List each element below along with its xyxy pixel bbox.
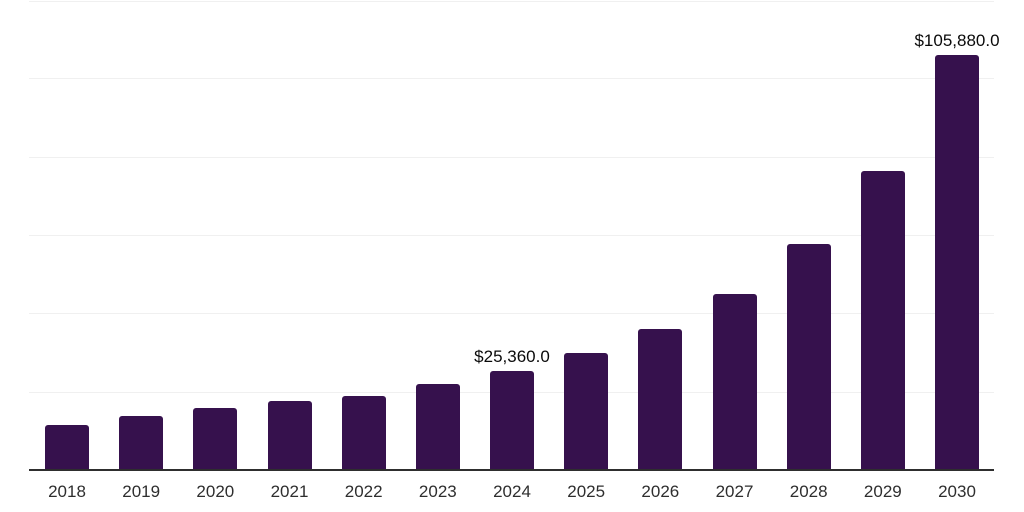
- x-axis-tick-2029: 2029: [863, 482, 902, 501]
- x-axis-line: [29, 469, 994, 471]
- gridline-100000: [29, 78, 994, 79]
- x-axis-tick-2020: 2020: [196, 482, 235, 501]
- bar-2027: [712, 294, 757, 470]
- x-axis-tick-2028: 2028: [789, 482, 828, 501]
- x-axis-tick-2027: 2027: [715, 482, 754, 501]
- bar-2030: [935, 55, 979, 470]
- bar-2021: [267, 401, 312, 470]
- bar-2020: [193, 408, 238, 470]
- x-axis-tick-2023: 2023: [418, 482, 457, 501]
- x-axis-tick-2022: 2022: [344, 482, 383, 501]
- x-axis-tick-2018: 2018: [48, 482, 86, 501]
- bar-2018: [45, 424, 89, 470]
- x-axis-tick-2024: 2024: [493, 482, 531, 501]
- bar-2026: [638, 329, 683, 470]
- value-label-2024: $25,360.0: [474, 346, 550, 366]
- x-axis-tick-2019: 2019: [122, 482, 161, 501]
- value-label-2030: $105,880.0: [914, 31, 1000, 51]
- bar-2025: [564, 352, 609, 470]
- gridline-120000: [29, 1, 994, 2]
- bar-2024: [490, 370, 534, 470]
- x-axis-tick-2025: 2025: [567, 482, 606, 501]
- gridline-60000: [29, 235, 994, 236]
- bar-2028: [786, 244, 831, 470]
- bar-2029: [860, 170, 905, 470]
- x-axis-tick-2021: 2021: [270, 482, 309, 501]
- gridline-40000: [29, 313, 994, 314]
- gridline-80000: [29, 157, 994, 158]
- bar-2022: [341, 395, 386, 470]
- x-axis-tick-2030: 2030: [938, 482, 976, 501]
- x-axis-tick-2026: 2026: [641, 482, 680, 501]
- bar-2019: [119, 415, 164, 470]
- bar-2023: [415, 384, 460, 470]
